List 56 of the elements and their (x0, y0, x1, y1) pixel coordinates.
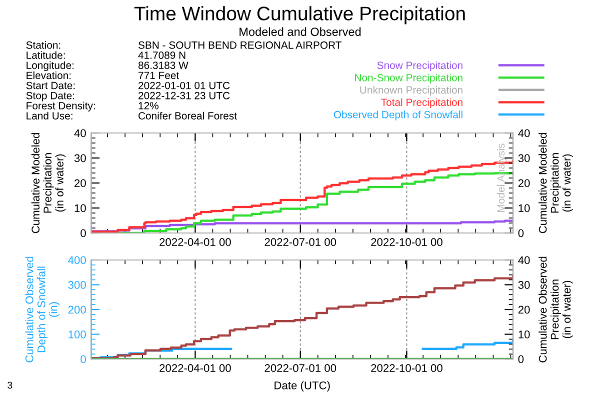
text: Stop Date: (26, 92, 74, 102)
text: Conifer Boreal Forest (138, 112, 237, 120)
y2-tick-label: 10 (518, 330, 530, 338)
y2-tick-label: 30 (518, 154, 530, 162)
y-tick-label: 100 (68, 330, 86, 338)
y-tick-label: 200 (68, 306, 86, 314)
x-tick-label: 2022-04-01 00 (160, 364, 231, 372)
y2-tick-label: 40 (518, 129, 530, 138)
text: Total Precipitation (381, 98, 462, 108)
text: SBN - SOUTH BEND REGIONAL AIRPORT (138, 41, 342, 49)
y-tick-label: 10 (74, 204, 86, 212)
text: Forest Density: (26, 102, 95, 112)
text: 12% (138, 102, 158, 110)
text: 41.7089 N (138, 52, 186, 59)
x-tick-label: 2022-10-01 00 (371, 364, 442, 372)
y2-tick-label: 0 (518, 229, 524, 238)
y-tick-label: 300 (68, 281, 86, 289)
y2-tick-label: 10 (518, 204, 530, 212)
text: Station: (26, 41, 60, 49)
y2-tick-label: 0 (518, 355, 524, 364)
y2-axis-title: Cumulative Modeled Precipitation (in of water) (538, 133, 573, 234)
text: 2022-12-31 23 UTC (138, 92, 230, 100)
text: Start Date: (26, 82, 75, 90)
annotation: Model Analysis (496, 144, 507, 212)
y2-tick-label: 20 (518, 306, 530, 314)
text: Non-Snow Precipitation (355, 74, 462, 84)
chart-subtitle: Modeled and Observed (240, 27, 361, 36)
chart-title: Time Window Cumulative Precipitation (134, 6, 465, 24)
text: 3 (8, 382, 12, 389)
x-axis-title: Date (UTC) (274, 381, 330, 392)
text: 86.3183 W (138, 62, 188, 69)
y-tick-label: 30 (74, 154, 86, 162)
x-tick-label: 2022-07-01 00 (264, 238, 336, 246)
y-tick-label: 20 (74, 179, 86, 188)
y-tick-label: 40 (74, 129, 86, 138)
legend-label: Unknown Precipitation (360, 86, 462, 96)
y2-tick-label: 20 (518, 179, 530, 188)
y2-tick-label: 30 (518, 281, 530, 289)
text: Longitude: (26, 61, 74, 72)
text: 2022-01-01 01 UTC (138, 82, 230, 90)
x-tick-label: 2022-07-01 00 (264, 364, 336, 372)
text: Latitude: (26, 51, 65, 59)
x-tick-label: 2022-04-01 00 (160, 238, 231, 246)
y-tick-label: 0 (80, 355, 86, 364)
text: 771 Feet (138, 72, 180, 80)
y2-axis-title: Cumulative Observed Precipitation (in of water) (538, 256, 573, 362)
x-tick-label: 2022-10-01 00 (371, 238, 442, 246)
y-tick-label: 0 (80, 229, 86, 238)
y-tick-label: 400 (68, 256, 86, 264)
text: Land Use: (26, 112, 72, 120)
text: Elevation: (26, 71, 71, 80)
text: Snow Precipitation (377, 61, 462, 72)
y-axis-title: Cumulative Modeled Precipitation (in of water) (31, 133, 66, 234)
text: Observed Depth of Snowfall (334, 110, 462, 120)
y2-tick-label: 40 (518, 256, 530, 264)
y-axis-title: Cumulative Observed Depth of Snowfall (in) (25, 256, 60, 362)
